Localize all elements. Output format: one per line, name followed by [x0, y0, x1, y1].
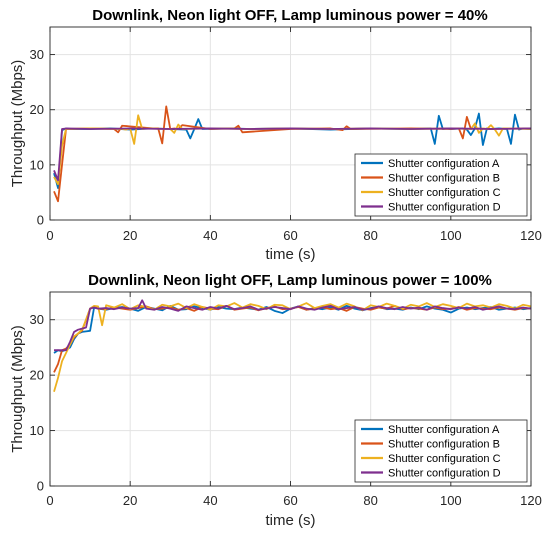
y-axis-label: Throughput (Mbps): [9, 60, 26, 188]
y-tick-label: 0: [37, 213, 44, 228]
legend-entry: Shutter configuration A: [388, 424, 500, 436]
legend-entry: Shutter configuration D: [388, 468, 501, 480]
x-tick-label: 60: [283, 493, 297, 508]
x-tick-label: 100: [440, 493, 462, 508]
y-tick-label: 10: [30, 423, 44, 438]
legend: Shutter configuration A Shutter configura…: [354, 153, 528, 217]
x-tick-label: 20: [123, 228, 137, 243]
legend-box: [354, 153, 528, 217]
y-tick-label: 20: [30, 368, 44, 383]
y-axis-label: Throughput (Mbps): [9, 325, 26, 453]
x-tick-label: 120: [520, 493, 542, 508]
y-tick-label: 10: [30, 157, 44, 172]
x-tick-label: 40: [203, 228, 217, 243]
chart-title: Downlink, Neon light OFF, Lamp luminous …: [88, 272, 492, 289]
legend-entry: Shutter configuration C: [388, 187, 501, 199]
x-tick-label: 100: [440, 228, 462, 243]
series-line-d: [53, 127, 532, 182]
legend-box: [354, 419, 528, 483]
y-tick-label: 20: [30, 102, 44, 117]
chart-title: Downlink, Neon light OFF, Lamp luminous …: [92, 7, 487, 24]
y-tick-label: 30: [30, 312, 44, 327]
legend: Shutter configuration A Shutter configura…: [354, 419, 528, 483]
x-tick-label: 60: [283, 228, 297, 243]
series-line-d: [54, 299, 532, 352]
chart-panel-1: 0 20 40 60 80 100 120 0 10 20 30 Downlink, Neon lig…: [9, 7, 542, 263]
x-axis-label: time (s): [266, 512, 316, 529]
x-tick-label: 20: [123, 493, 137, 508]
legend-entry: Shutter configuration B: [388, 439, 500, 451]
legend-entry: Shutter configuration C: [388, 453, 501, 465]
legend-entry: Shutter configuration B: [388, 173, 500, 185]
x-tick-label: 120: [520, 228, 542, 243]
y-tick-label: 30: [30, 47, 44, 62]
x-tick-label: 0: [46, 493, 53, 508]
x-tick-label: 0: [46, 228, 53, 243]
chart-panel-2: 0 20 40 60 80 100 120 0 10 20 30 Downlink, Neon lig…: [9, 272, 542, 529]
legend-entry: Shutter configuration D: [388, 202, 501, 214]
legend-entry: Shutter configuration A: [388, 158, 500, 170]
x-axis-label: time (s): [266, 246, 316, 263]
x-tick-label: 40: [203, 493, 217, 508]
x-tick-label: 80: [363, 493, 377, 508]
x-tick-label: 80: [363, 228, 377, 243]
y-tick-label: 0: [37, 479, 44, 494]
